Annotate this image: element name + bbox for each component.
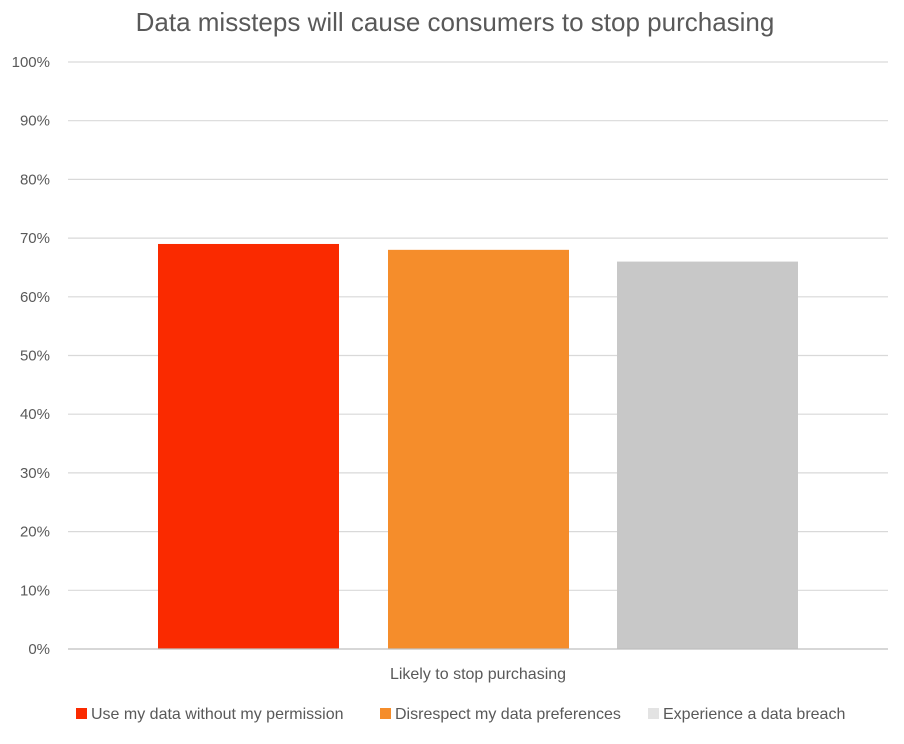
bar <box>388 249 569 649</box>
category-label: Likely to stop purchasing <box>390 666 566 683</box>
legend-swatch <box>380 708 391 719</box>
bar <box>617 261 798 649</box>
y-tick-label: 60% <box>20 289 50 306</box>
y-axis-tick-labels: 0% 10% 20% 30% 40% 50% 60% 70% 80% 90% 100% <box>12 54 50 658</box>
legend-label: Experience a data breach <box>663 706 845 723</box>
y-tick-label: 50% <box>20 348 50 365</box>
y-tick-label: 20% <box>20 524 50 541</box>
bar <box>158 243 339 649</box>
legend-label: Disrespect my data preferences <box>395 706 621 723</box>
y-tick-label: 80% <box>20 171 50 188</box>
y-tick-label: 90% <box>20 113 50 130</box>
bars <box>158 243 798 649</box>
y-tick-label: 30% <box>20 465 50 482</box>
legend-swatch <box>76 708 87 719</box>
legend-swatch <box>648 708 659 719</box>
y-tick-label: 0% <box>28 641 50 658</box>
legend-label: Use my data without my permission <box>91 706 344 723</box>
y-tick-label: 40% <box>20 406 50 423</box>
y-tick-label: 100% <box>12 54 50 71</box>
chart-title: Data missteps will cause consumers to st… <box>136 7 775 37</box>
y-tick-label: 70% <box>20 230 50 247</box>
y-tick-label: 10% <box>20 582 50 599</box>
legend: Use my data without my permission Disresp… <box>76 706 845 723</box>
